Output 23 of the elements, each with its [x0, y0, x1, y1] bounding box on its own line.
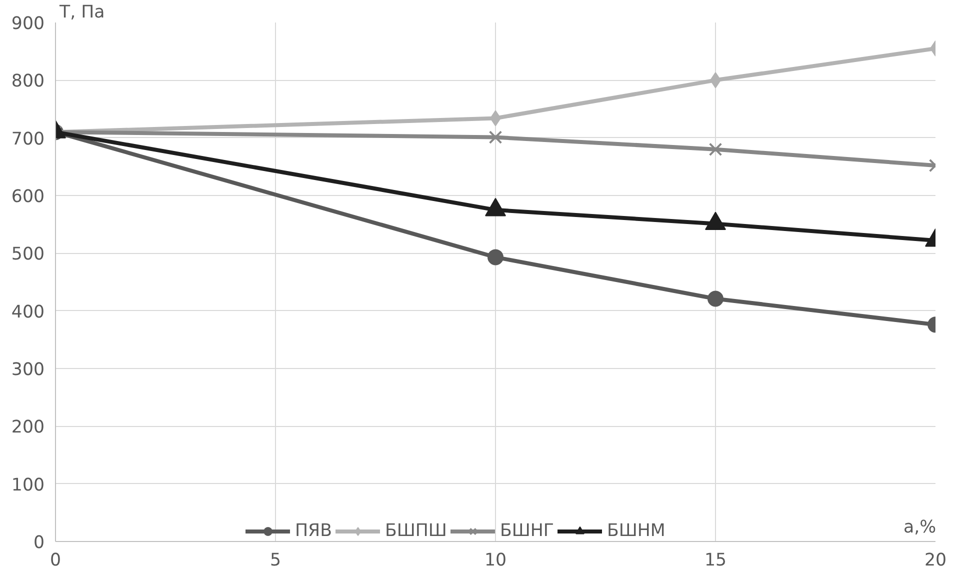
legend-label: БШНГ	[500, 521, 554, 541]
point	[488, 130, 502, 144]
x-axis-title: a,%	[904, 518, 936, 538]
x-tick-label: 10	[484, 550, 507, 570]
y-tick-label: 600	[11, 187, 45, 207]
y-tick-label: 400	[11, 302, 45, 322]
y-tick-label: 800	[11, 72, 45, 92]
y-tick-label: 100	[11, 475, 45, 496]
y-tick-label: 200	[11, 418, 45, 438]
y-tick-label: 700	[11, 129, 45, 150]
point	[708, 142, 722, 156]
y-axis-title: T, Па	[58, 2, 105, 22]
x-tick-label: 15	[704, 550, 727, 570]
y-tick-label: 0	[33, 533, 45, 553]
y-tick-label: 500	[11, 244, 45, 265]
x-tick-label: 5	[270, 550, 282, 570]
y-tick-label: 900	[11, 14, 45, 34]
x-tick-label: 0	[50, 550, 62, 570]
y-tick-label: 300	[11, 360, 45, 380]
legend-label: БШНМ	[606, 521, 666, 541]
legend-label: ПЯВ	[295, 521, 332, 541]
legend-label: БШПШ	[384, 521, 447, 541]
x-tick-label: 20	[924, 550, 947, 570]
